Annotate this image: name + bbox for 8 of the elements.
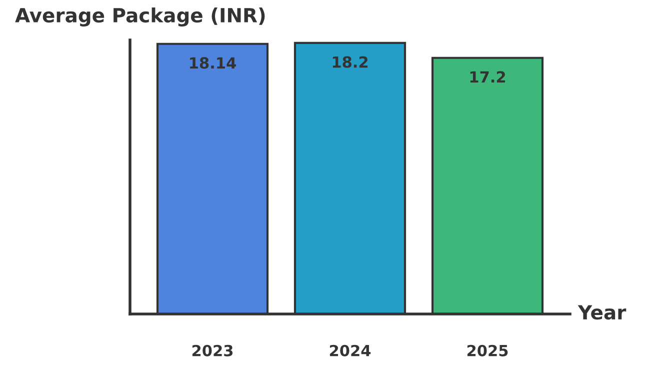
x-tick-label: 2025 <box>467 344 508 356</box>
x-axis-title: Year <box>578 305 626 320</box>
data-label: 18.14 <box>190 57 236 69</box>
data-label: 18.2 <box>332 56 368 68</box>
x-tick-label: 2023 <box>192 344 233 356</box>
x-tick-label: 2024 <box>330 344 371 356</box>
chart-title: Average Package (INR) <box>15 8 265 26</box>
data-label: 17.2 <box>470 71 506 82</box>
